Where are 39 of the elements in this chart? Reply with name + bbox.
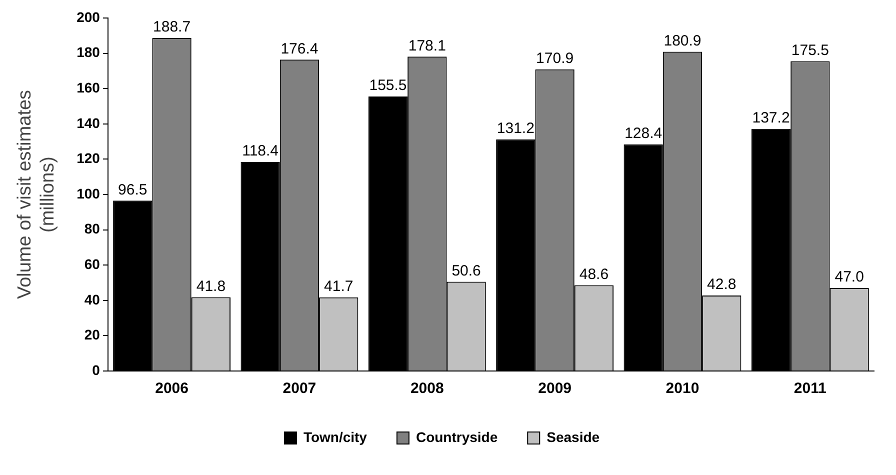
y-tick-label: 80 xyxy=(84,220,100,237)
data-label: 42.8 xyxy=(707,276,736,294)
x-tick-label: 2010 xyxy=(666,380,700,398)
x-tick-label: 2011 xyxy=(794,380,826,398)
x-tick-label: 2009 xyxy=(538,380,572,398)
data-label: 47.0 xyxy=(834,268,864,286)
data-label: 137.2 xyxy=(752,109,790,126)
data-label: 118.4 xyxy=(242,142,279,160)
data-label: 155.5 xyxy=(369,77,407,94)
legend-label: Countryside xyxy=(416,428,498,445)
y-tick-label: 160 xyxy=(76,79,100,96)
data-label: 175.5 xyxy=(791,42,829,59)
legend-label: Seaside xyxy=(546,428,600,445)
y-tick-label: 120 xyxy=(76,150,100,166)
y-tick-label: 140 xyxy=(76,114,100,131)
data-label: 41.8 xyxy=(196,278,226,295)
y-tick-label: 100 xyxy=(76,185,100,202)
y-tick-label: 0 xyxy=(92,362,100,378)
x-tick-label: 2008 xyxy=(410,380,444,398)
y-tick-label: 180 xyxy=(76,44,100,60)
y-tick-label: 200 xyxy=(76,8,100,25)
legend-label: Town/city xyxy=(303,428,368,445)
data-label: 180.9 xyxy=(664,32,702,50)
x-tick-label: 2006 xyxy=(155,380,188,398)
y-tick-label: 40 xyxy=(84,291,100,308)
data-label: 50.6 xyxy=(452,262,481,280)
x-tick-label: 2007 xyxy=(282,380,316,398)
data-label: 131.2 xyxy=(496,120,534,138)
data-label: 41.7 xyxy=(324,278,354,296)
data-label: 178.1 xyxy=(408,37,446,54)
data-label: 96.5 xyxy=(118,181,148,198)
data-label: 176.4 xyxy=(280,40,318,58)
y-tick-label: 20 xyxy=(84,326,100,343)
y-tick-label: 60 xyxy=(84,256,100,272)
data-label: 128.4 xyxy=(624,125,662,142)
data-label: 188.7 xyxy=(153,18,191,36)
data-label: 170.9 xyxy=(536,50,574,67)
data-label: 48.6 xyxy=(579,266,609,283)
y-axis-title: Volume of visit estimates (millions) xyxy=(14,90,58,300)
